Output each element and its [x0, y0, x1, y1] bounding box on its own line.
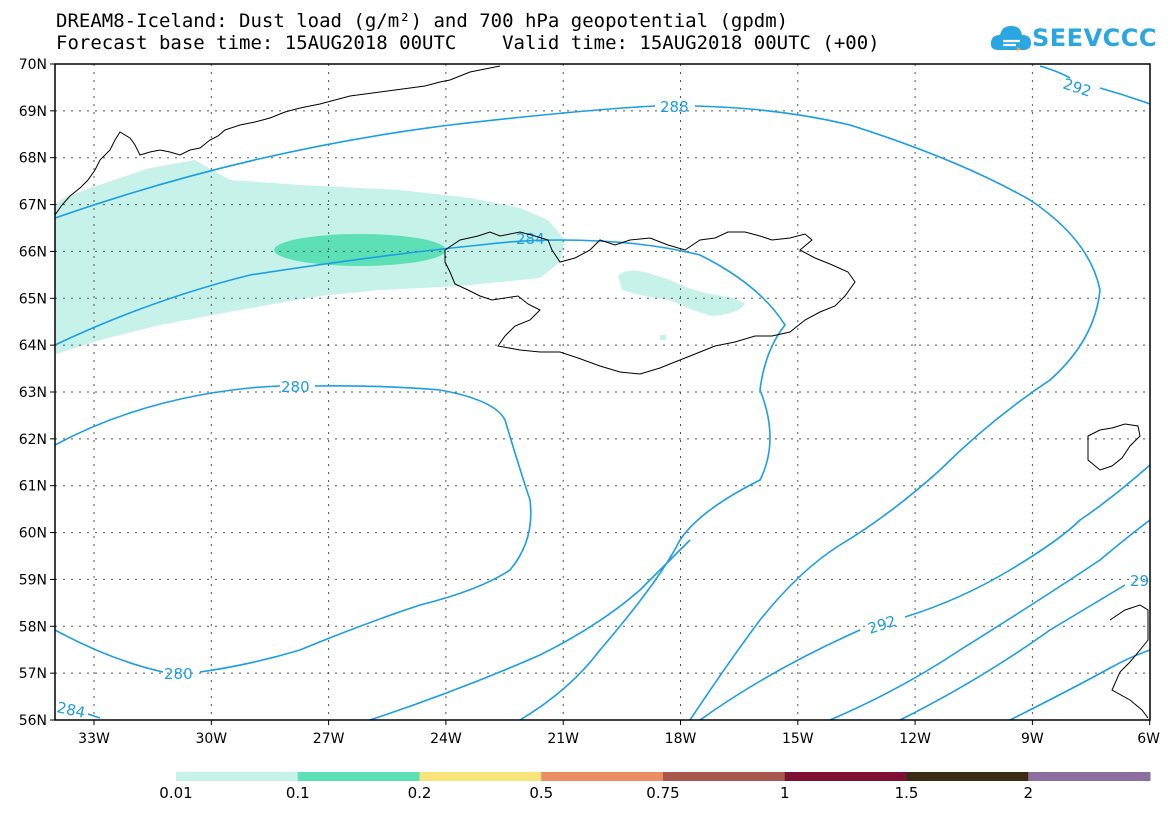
contour-292 [829, 519, 1151, 721]
colorbar-segment [784, 772, 907, 781]
lat-label: 70N [19, 57, 47, 73]
colorbar-segment [176, 772, 299, 781]
lat-label: 68N [19, 151, 47, 167]
latitude-axis: 70N 69N 68N 67N 66N 65N 64N 63N 62N 61N 60N 59N 58N 5… [19, 57, 55, 729]
faroe-shetland-coast [1087, 423, 1149, 719]
lon-label: 24W [430, 731, 462, 747]
lat-label: 65N [19, 291, 47, 307]
lat-label: 64N [19, 338, 47, 354]
seevccc-logo: SEEVCCC [990, 22, 1157, 56]
lat-label: 60N [19, 526, 47, 542]
contour-inner-1 [369, 539, 691, 721]
colorbar-label: 0.5 [529, 784, 554, 802]
lon-label: 15W [782, 731, 814, 747]
contour-280 [54, 385, 532, 673]
colorbar-label: 0.01 [159, 784, 193, 802]
colorbar [176, 772, 1151, 781]
contour-label: 280 [281, 378, 310, 396]
dust-shading [55, 160, 745, 354]
lon-label: 18W [665, 731, 697, 747]
colorbar-segment [1028, 772, 1151, 781]
dust-area-medium [274, 234, 446, 266]
contour-label: 288 [660, 98, 689, 116]
contour-284-bottom [87, 713, 101, 719]
lon-label: 33W [78, 731, 110, 747]
contour-label: 29 [1130, 572, 1149, 590]
contour-label: 280 [164, 665, 193, 683]
lat-label: 57N [19, 666, 47, 682]
coastlines [54, 65, 1149, 719]
contour-label: 284 [516, 230, 545, 248]
colorbar-label: 1.5 [894, 784, 919, 802]
contour-label: 284 [55, 698, 87, 722]
lon-label: 6W [1137, 731, 1160, 747]
map-subtitle: Forecast base time: 15AUG2018 00UTC Vali… [56, 32, 880, 54]
lat-label: 67N [19, 198, 47, 214]
lat-label: 66N [19, 244, 47, 260]
map-title: DREAM8-Iceland: Dust load (g/m²) and 700… [56, 10, 789, 32]
lat-label: 56N [19, 713, 47, 729]
lon-label: 30W [195, 731, 227, 747]
contour-label: 292 [866, 612, 899, 638]
geopotential-contours [54, 65, 1151, 721]
colorbar-segment [419, 772, 542, 781]
colorbar-label: 0.75 [646, 784, 680, 802]
colorbar-label: 0.1 [285, 784, 310, 802]
lat-label: 69N [19, 104, 47, 120]
colorbar-segment [541, 772, 664, 781]
lon-label: 27W [313, 731, 345, 747]
contour-label: 292 [1061, 75, 1094, 101]
lat-label: 61N [19, 479, 47, 495]
longitude-axis: 33W 30W 27W 24W 21W 18W 15W 12W 9W 6W [78, 720, 1160, 747]
colorbar-segment [297, 772, 420, 781]
dust-area-light-inland [618, 270, 745, 316]
lon-label: 12W [899, 731, 931, 747]
colorbar-segment [906, 772, 1029, 781]
lat-label: 62N [19, 432, 47, 448]
colorbar-label: 0.2 [407, 784, 432, 802]
lon-label: 21W [547, 731, 579, 747]
contour-292-top [1039, 65, 1151, 105]
dust-area-light-spot [660, 335, 666, 340]
colorbar-label: 1 [779, 784, 790, 802]
colorbar-segment [663, 772, 786, 781]
logo-text: SEEVCCC [1032, 24, 1157, 52]
lat-label: 59N [19, 572, 47, 588]
greenland-coast [54, 65, 501, 216]
lat-label: 63N [19, 385, 47, 401]
lon-label: 9W [1021, 731, 1044, 747]
lat-label: 58N [19, 619, 47, 635]
contour-288 [54, 105, 1101, 721]
iceland-coast [444, 231, 856, 375]
cloud-icon [990, 26, 1031, 51]
contour-292-mid [699, 464, 1151, 721]
colorbar-label: 2 [1023, 784, 1034, 802]
